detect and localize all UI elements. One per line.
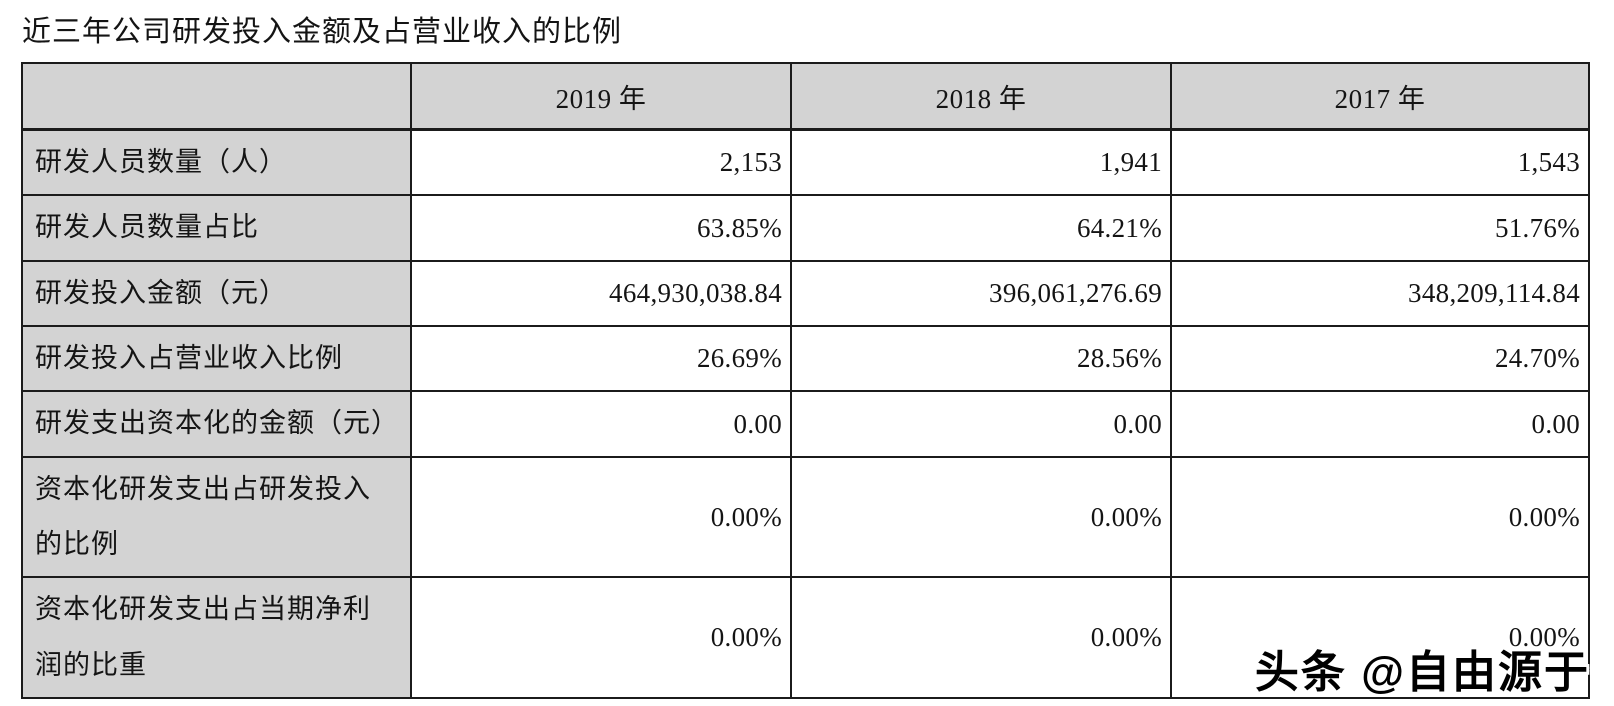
value-2017: 0.00% bbox=[1170, 455, 1590, 579]
table-row-capitalized-rd-ratio: 资本化研发支出占研发投入 的比例 0.00% 0.00% 0.00% bbox=[21, 455, 1590, 579]
value-2018: 28.56% bbox=[790, 325, 1172, 393]
value-2018: 1,941 bbox=[790, 128, 1172, 197]
table-row-rd-revenue-ratio: 研发投入占营业收入比例 26.69% 28.56% 24.70% bbox=[21, 325, 1590, 393]
row-label: 资本化研发支出占当期净利 润的比重 bbox=[21, 576, 412, 700]
table-row-rd-investment-amount: 研发投入金额（元） 464,930,038.84 396,061,276.69 … bbox=[21, 259, 1590, 328]
value-2018: 396,061,276.69 bbox=[790, 259, 1172, 328]
toutiao-watermark: 头条 @自由源于 bbox=[1254, 648, 1590, 697]
header-year-2018: 2018 年 bbox=[790, 62, 1172, 131]
row-label: 资本化研发支出占研发投入 的比例 bbox=[21, 455, 412, 579]
table-row-capitalized-rd-netprofit-ratio: 资本化研发支出占当期净利 润的比重 0.00% 0.00% 0.00% bbox=[21, 576, 1590, 700]
value-2018: 0.00% bbox=[790, 455, 1172, 579]
value-2019: 0.00% bbox=[410, 576, 792, 700]
value-2019: 464,930,038.84 bbox=[410, 259, 792, 328]
value-2019: 26.69% bbox=[410, 325, 792, 393]
value-2017: 348,209,114.84 bbox=[1170, 259, 1590, 328]
value-2018: 0.00% bbox=[790, 576, 1172, 700]
row-label: 研发投入金额（元） bbox=[21, 259, 412, 328]
section-title: 近三年公司研发投入金额及占营业收入的比例 bbox=[22, 16, 623, 48]
header-year-2019: 2019 年 bbox=[410, 62, 792, 131]
row-label: 研发人员数量（人） bbox=[21, 128, 412, 197]
header-year-2017: 2017 年 bbox=[1170, 62, 1590, 131]
value-2017: 51.76% bbox=[1170, 194, 1590, 262]
value-2017: 0.00% bbox=[1170, 576, 1590, 700]
value-2019: 2,153 bbox=[410, 128, 792, 197]
value-2018: 64.21% bbox=[790, 194, 1172, 262]
value-2019: 63.85% bbox=[410, 194, 792, 262]
row-label: 研发支出资本化的金额（元） bbox=[21, 390, 412, 458]
value-2017: 0.00 bbox=[1170, 390, 1590, 458]
header-empty-cell bbox=[21, 62, 412, 131]
value-2017: 1,543 bbox=[1170, 128, 1590, 197]
row-label: 研发投入占营业收入比例 bbox=[21, 325, 412, 393]
table-row-rd-staff-count: 研发人员数量（人） 2,153 1,941 1,543 bbox=[21, 128, 1590, 197]
table-header-row: 2019 年 2018 年 2017 年 bbox=[21, 62, 1590, 131]
row-label: 研发人员数量占比 bbox=[21, 194, 412, 262]
rd-investment-table: 2019 年 2018 年 2017 年 研发人员数量（人） 2,153 1,9… bbox=[21, 62, 1590, 700]
table-row-capitalized-rd-amount: 研发支出资本化的金额（元） 0.00 0.00 0.00 bbox=[21, 390, 1590, 458]
value-2018: 0.00 bbox=[790, 390, 1172, 458]
value-2019: 0.00% bbox=[410, 455, 792, 579]
value-2019: 0.00 bbox=[410, 390, 792, 458]
table-row-rd-staff-ratio: 研发人员数量占比 63.85% 64.21% 51.76% bbox=[21, 194, 1590, 262]
value-2017: 24.70% bbox=[1170, 325, 1590, 393]
